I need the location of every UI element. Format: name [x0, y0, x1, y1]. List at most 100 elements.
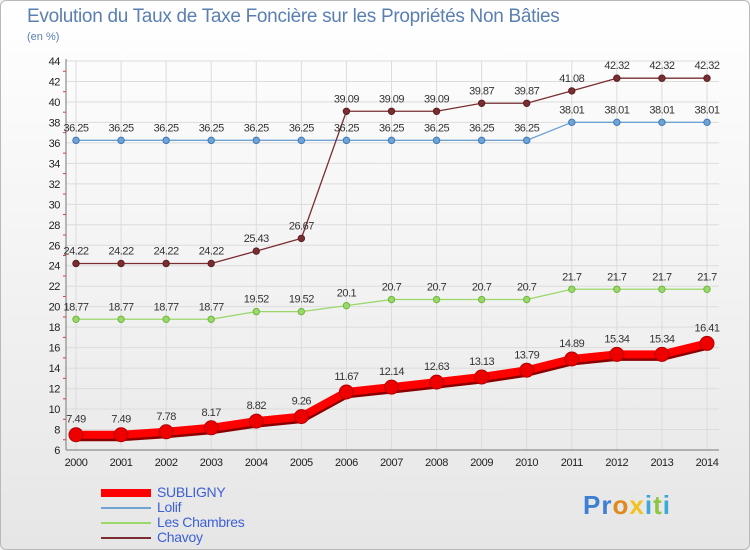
data-label: 36.25	[469, 122, 494, 134]
data-label: 13.79	[514, 349, 539, 361]
data-labels: 36.25 36.25 36.25 36.25 36.25 36.25 36.25 36.25…	[63, 60, 720, 426]
data-point	[117, 259, 125, 268]
data-point	[72, 136, 80, 145]
data-point	[203, 420, 219, 436]
proxiti-logo: Proxiti	[583, 490, 671, 520]
y-tick-label: 10	[49, 404, 61, 416]
data-point	[654, 346, 670, 362]
data-point	[297, 307, 306, 316]
data-label: 39.09	[334, 93, 359, 105]
data-point	[613, 118, 621, 127]
data-label: 18.77	[109, 301, 134, 313]
y-tick-label: 42	[49, 76, 61, 88]
data-label: 20.7	[517, 282, 537, 294]
data-point	[613, 74, 621, 82]
data-point	[519, 362, 535, 378]
data-label: 38.01	[649, 104, 674, 116]
y-tick-label: 38	[49, 117, 61, 129]
chart-unit-label: (en %)	[27, 31, 60, 43]
data-label: 9.26	[292, 396, 312, 408]
data-point	[477, 295, 486, 304]
y-tick-label: 12	[49, 384, 61, 396]
x-tick-label: 2014	[696, 457, 719, 469]
data-label: 42.32	[604, 60, 629, 72]
data-point	[658, 118, 666, 127]
y-tick-label: 34	[49, 158, 61, 170]
data-label: 19.52	[244, 294, 269, 306]
data-point	[613, 285, 621, 293]
y-tick-label: 30	[49, 199, 61, 211]
data-label: 13.13	[469, 356, 494, 368]
data-label: 24.22	[109, 245, 134, 257]
data-point	[703, 285, 711, 293]
data-label: 38.01	[559, 104, 584, 116]
data-label: 14.89	[559, 338, 584, 350]
x-tick-label: 2007	[380, 457, 403, 469]
data-label: 42.32	[694, 60, 719, 72]
data-label: 11.67	[334, 371, 359, 383]
data-point	[609, 346, 625, 362]
data-point	[568, 285, 576, 293]
data-label: 38.01	[694, 104, 719, 116]
data-label: 18.77	[63, 301, 88, 313]
data-point	[117, 315, 125, 323]
data-point	[477, 136, 486, 145]
data-point	[72, 259, 80, 268]
data-label: 36.25	[244, 122, 269, 134]
data-point	[162, 315, 170, 323]
data-label: 26.67	[289, 220, 314, 232]
data-point	[568, 118, 576, 127]
data-point	[387, 107, 396, 115]
legend-swatch	[101, 522, 151, 524]
data-point	[162, 136, 170, 145]
data-point	[252, 307, 260, 316]
data-label: 21.7	[562, 271, 582, 283]
series-layer	[68, 74, 715, 443]
data-label: 36.25	[514, 122, 539, 134]
y-tick-label: 16	[49, 343, 61, 355]
data-point	[342, 136, 351, 145]
y-tick-label: 22	[49, 281, 61, 293]
data-point	[207, 315, 215, 323]
legend-swatch	[101, 507, 151, 509]
data-label: 24.22	[63, 245, 88, 257]
data-label: 41.08	[559, 73, 584, 85]
data-point	[72, 315, 80, 323]
data-point	[207, 136, 215, 145]
y-tick-label: 14	[49, 363, 61, 375]
data-point	[477, 99, 486, 107]
data-label: 20.7	[382, 282, 402, 294]
data-label: 36.25	[199, 122, 224, 134]
y-tick-label: 44	[49, 56, 61, 68]
data-point	[703, 74, 711, 82]
data-point	[523, 295, 531, 304]
data-label: 18.77	[154, 301, 179, 313]
x-tick-label: 2006	[335, 457, 358, 469]
data-label: 36.25	[109, 122, 134, 134]
data-label: 25.43	[244, 233, 269, 245]
x-tick-label: 2005	[290, 457, 313, 469]
data-point	[429, 374, 445, 390]
data-label: 15.34	[604, 333, 629, 345]
legend-label: Les Chambres	[157, 514, 245, 530]
legend-label: SUBLIGNY	[157, 484, 226, 500]
data-point	[338, 384, 354, 400]
x-tick-label: 2002	[155, 457, 178, 469]
y-tick-label: 36	[49, 138, 61, 150]
y-tick-label: 32	[49, 179, 61, 191]
data-label: 20.7	[472, 282, 492, 294]
y-tick-label: 26	[49, 240, 61, 252]
data-point	[523, 99, 531, 107]
data-point	[658, 285, 666, 293]
x-tick-label: 2000	[65, 457, 88, 469]
data-label: 36.25	[154, 122, 179, 134]
data-label: 21.7	[697, 271, 717, 283]
x-tick-label: 2003	[200, 457, 223, 469]
y-tick-label: 40	[49, 97, 61, 109]
data-point	[703, 118, 711, 127]
data-point	[432, 295, 441, 304]
data-label: 36.25	[289, 122, 314, 134]
legend-label: Lolif	[157, 499, 182, 515]
data-point	[474, 369, 490, 385]
y-tick-label: 20	[49, 302, 61, 314]
